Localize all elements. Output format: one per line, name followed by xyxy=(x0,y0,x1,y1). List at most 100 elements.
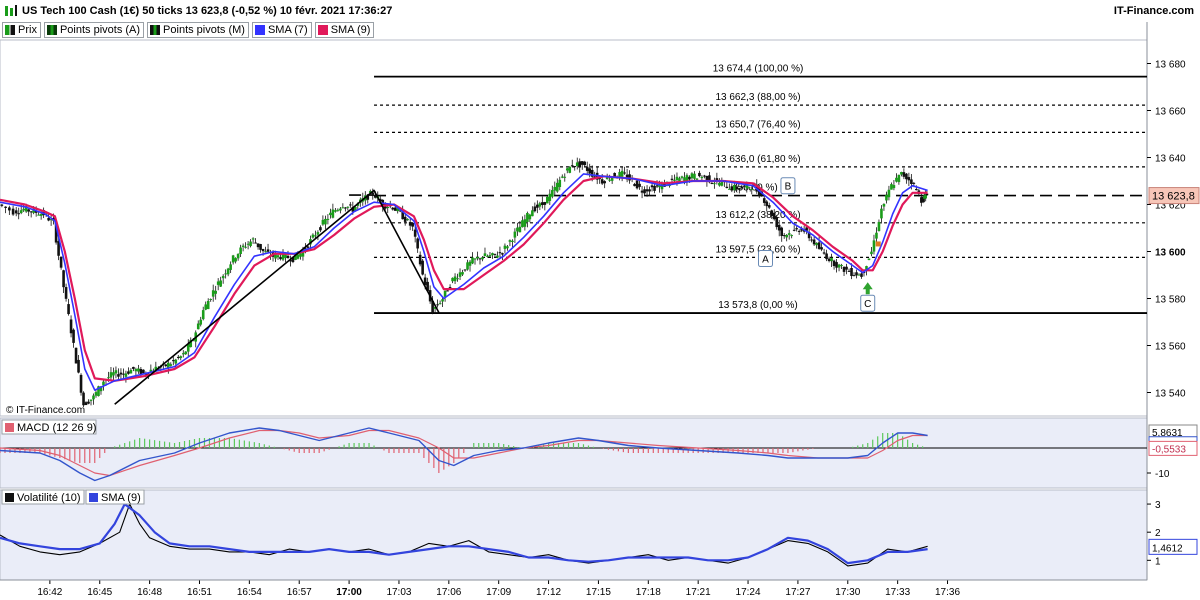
pattern-marker-box xyxy=(860,294,876,312)
candle-body xyxy=(189,339,193,348)
candle-body xyxy=(144,373,148,375)
candle-body xyxy=(401,210,404,220)
candle-body xyxy=(655,185,659,187)
legend-row: Prix Points pivots (A) Points pivots (M)… xyxy=(2,22,375,38)
candle-body xyxy=(653,185,656,191)
y-axis-panel xyxy=(1147,22,1200,580)
candle-body xyxy=(740,186,744,189)
candle-body xyxy=(216,281,220,285)
y-tick-label: 13 680 xyxy=(1155,60,1186,71)
candle-body xyxy=(74,347,78,364)
menu-icon[interactable] xyxy=(4,5,18,17)
candle-body xyxy=(660,183,664,190)
candle-body xyxy=(309,239,312,245)
candle-body xyxy=(396,208,400,212)
line-icon xyxy=(5,493,14,502)
candle-body xyxy=(87,401,90,404)
candle-body xyxy=(638,183,641,187)
candle-body xyxy=(842,266,846,272)
candle-body xyxy=(847,270,851,272)
candle-body xyxy=(47,217,50,221)
legend-item-pivots-a[interactable]: Points pivots (A) xyxy=(43,22,145,38)
brand-label: IT-Finance.com xyxy=(1113,5,1194,17)
candle-body xyxy=(508,240,512,242)
legend-label: Points pivots (M) xyxy=(163,24,245,36)
candle-body xyxy=(77,359,80,373)
y-tick-label: 13 600 xyxy=(1155,248,1186,259)
candle-body xyxy=(543,202,547,205)
pivot-icon xyxy=(150,25,161,35)
legend-item-sma7[interactable]: SMA (7) xyxy=(251,22,312,38)
legend-item-prix[interactable]: Prix xyxy=(2,22,41,38)
candle-body xyxy=(366,194,370,200)
y-tick-label: 13 540 xyxy=(1155,389,1186,400)
pattern-marker-box xyxy=(780,177,796,195)
macd-label: MACD (12 26 9) xyxy=(17,422,96,434)
candle-body xyxy=(386,207,390,209)
candle-body xyxy=(354,206,357,211)
candle-body xyxy=(491,253,494,256)
vol-value-box xyxy=(1148,538,1198,555)
candle-body xyxy=(688,176,691,180)
fibonacci-label: 13 597,5 (23,60 %) xyxy=(715,244,800,255)
candle-body xyxy=(181,353,185,355)
macd-y-tick-label: -10 xyxy=(1155,469,1170,480)
candle-body xyxy=(438,303,442,305)
candle-body xyxy=(244,246,247,248)
candle-body xyxy=(274,254,277,259)
candle-body xyxy=(658,185,661,188)
macd-signal-line xyxy=(0,429,928,477)
candle-body xyxy=(797,230,801,232)
candle-body xyxy=(109,372,113,378)
y-tick-label: 13 580 xyxy=(1155,295,1186,306)
candle-body xyxy=(560,176,564,178)
candle-body xyxy=(448,287,452,289)
candle-body xyxy=(750,189,754,191)
candle-body xyxy=(583,161,587,166)
candle-body xyxy=(907,177,911,181)
candle-body xyxy=(164,364,168,367)
candle-body xyxy=(249,241,252,247)
vol-sma-label-box xyxy=(85,489,145,505)
candle-body xyxy=(488,255,492,257)
candle-body xyxy=(246,243,250,245)
candle-body xyxy=(27,209,30,212)
candle-body xyxy=(817,242,821,249)
candle-body xyxy=(254,242,257,244)
y-tick-label: 13 640 xyxy=(1155,154,1186,165)
legend-item-sma9[interactable]: SMA (9) xyxy=(314,22,375,38)
line-icon xyxy=(89,493,98,502)
candle-body xyxy=(900,171,903,175)
macd-pane xyxy=(0,417,1148,489)
last-price-label: 13 623,8 xyxy=(1152,191,1195,203)
candle-body xyxy=(201,310,205,320)
candle-body xyxy=(22,208,25,211)
candle-body xyxy=(915,188,918,191)
candle-body xyxy=(129,369,133,374)
pattern-marker-box xyxy=(757,250,773,268)
candle-body xyxy=(832,260,836,267)
candle-body xyxy=(538,203,542,207)
candle-body xyxy=(648,189,651,192)
candle-body xyxy=(471,257,474,264)
candle-body xyxy=(690,173,694,179)
candle-body xyxy=(391,207,395,210)
candle-body xyxy=(378,198,382,202)
candle-body xyxy=(468,261,472,266)
candle-body xyxy=(39,213,43,216)
candle-body xyxy=(810,239,813,241)
candle-body xyxy=(184,351,188,355)
candle-body xyxy=(461,272,464,275)
candle-body xyxy=(623,172,626,174)
candle-body xyxy=(882,203,886,207)
x-tick-label: 17:27 xyxy=(785,587,810,598)
pattern-marker-label: A xyxy=(762,255,769,266)
legend-item-pivots-m[interactable]: Points pivots (M) xyxy=(147,22,249,38)
candle-body xyxy=(880,208,883,219)
candle-body xyxy=(553,186,557,191)
candle-body xyxy=(675,176,679,181)
x-tick-label: 17:33 xyxy=(885,587,910,598)
candle-body xyxy=(892,185,896,189)
candle-body xyxy=(792,229,796,231)
